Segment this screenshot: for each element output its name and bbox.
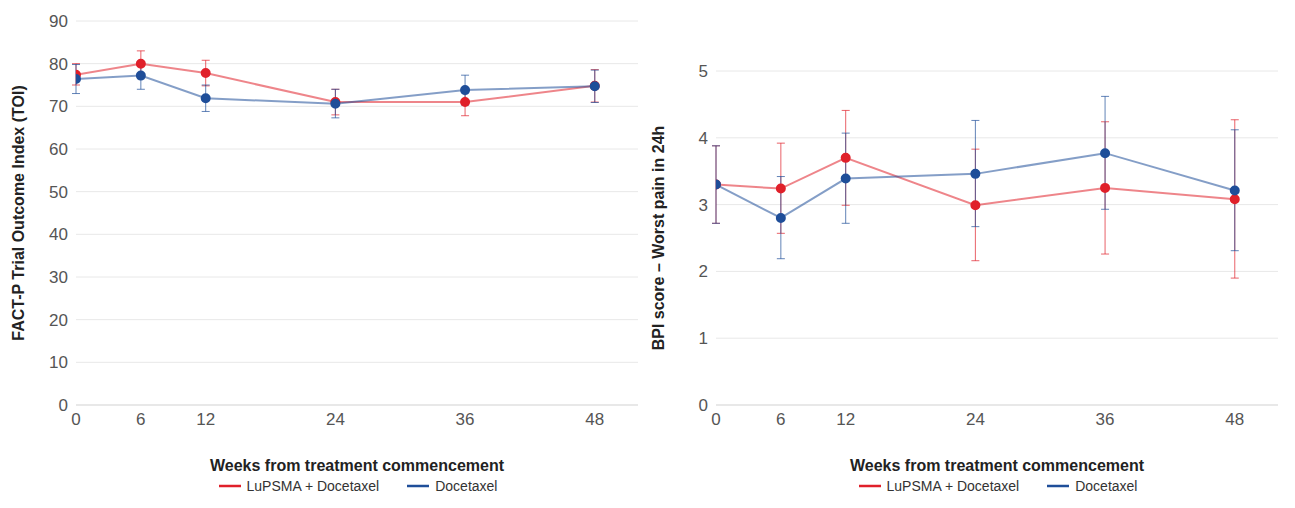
svg-text:20: 20 — [49, 311, 68, 330]
svg-text:90: 90 — [49, 12, 68, 31]
svg-text:6: 6 — [776, 410, 785, 429]
svg-text:5: 5 — [699, 62, 708, 81]
svg-text:6: 6 — [136, 410, 145, 429]
svg-text:2: 2 — [699, 262, 708, 281]
svg-text:24: 24 — [326, 410, 345, 429]
svg-text:70: 70 — [49, 97, 68, 116]
html-text:Docetaxel: Docetaxel — [1075, 478, 1138, 494]
html-text:LuPSMA + Docetaxel: LuPSMA + Docetaxel — [886, 478, 1020, 494]
svg-text:BPI score – Worst pain in 24h: BPI score – Worst pain in 24h — [650, 126, 667, 351]
svg-text:3: 3 — [699, 196, 708, 215]
svg-text:36: 36 — [1096, 410, 1115, 429]
svg-text:24: 24 — [966, 410, 985, 429]
svg-text:0: 0 — [59, 396, 68, 415]
svg-text:1: 1 — [699, 329, 708, 348]
svg-text:12: 12 — [836, 410, 855, 429]
svg-text:FACT-P Trial Outcome Index (TO: FACT-P Trial Outcome Index (TOI) — [10, 85, 27, 340]
svg-text:0: 0 — [699, 396, 708, 415]
svg-text:50: 50 — [49, 183, 68, 202]
svg-text:10: 10 — [49, 353, 68, 372]
svg-text:60: 60 — [49, 140, 68, 159]
svg-text:48: 48 — [585, 410, 604, 429]
svg-text:4: 4 — [699, 129, 708, 148]
svg-text:30: 30 — [49, 268, 68, 287]
svg-text:Weeks from treatment commencem: Weeks from treatment commencement — [210, 457, 505, 474]
svg-text:0: 0 — [71, 410, 80, 429]
svg-text:48: 48 — [1225, 410, 1244, 429]
svg-text:40: 40 — [49, 225, 68, 244]
html-text:Docetaxel: Docetaxel — [435, 478, 498, 494]
svg-text:80: 80 — [49, 55, 68, 74]
svg-text:12: 12 — [196, 410, 215, 429]
svg-text:0: 0 — [711, 410, 720, 429]
svg-text:36: 36 — [456, 410, 475, 429]
html-text:LuPSMA + Docetaxel: LuPSMA + Docetaxel — [246, 478, 380, 494]
svg-text:Weeks from treatment commencem: Weeks from treatment commencement — [850, 457, 1145, 474]
